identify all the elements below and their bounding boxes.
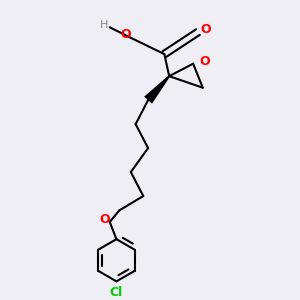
Text: Cl: Cl (110, 286, 123, 299)
Text: O: O (100, 214, 110, 226)
Text: H: H (100, 20, 108, 30)
Text: O: O (199, 55, 210, 68)
Polygon shape (144, 76, 170, 103)
Text: O: O (200, 23, 211, 36)
Text: O: O (121, 28, 131, 41)
